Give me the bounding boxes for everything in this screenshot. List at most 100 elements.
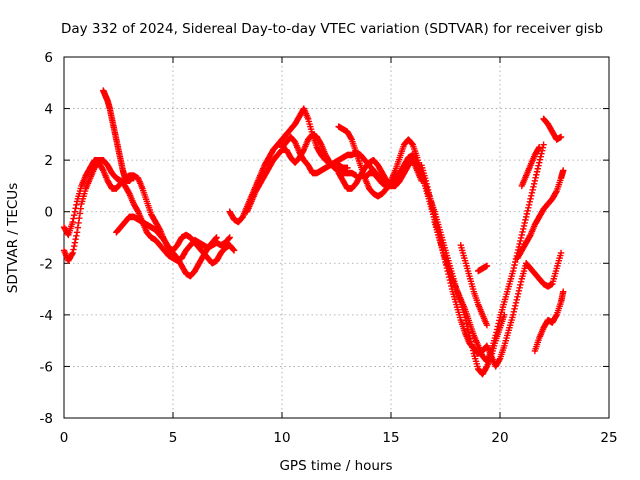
data-point-marker xyxy=(517,278,525,285)
y-axis-tick-labels: -8 -6 -4 -2 0 2 4 6 xyxy=(40,50,53,427)
data-point-marker xyxy=(535,145,542,152)
data-point-marker xyxy=(538,150,545,157)
y-tick-label: -8 xyxy=(40,411,53,427)
series-sat-r xyxy=(540,115,565,143)
data-point-marker xyxy=(72,205,79,212)
data-point-marker xyxy=(525,201,533,209)
data-point-marker xyxy=(512,302,519,310)
data-point-marker xyxy=(70,246,77,253)
data-point-marker xyxy=(540,141,547,148)
data-point-marker xyxy=(511,305,518,313)
data-point-marker xyxy=(427,198,435,206)
data-point-marker xyxy=(495,320,502,327)
data-point-marker xyxy=(515,287,523,294)
data-point-marker xyxy=(533,171,540,178)
x-tick-label: 25 xyxy=(600,430,617,446)
data-point-marker xyxy=(522,216,529,224)
series-sat-e xyxy=(226,105,351,226)
data-point-marker xyxy=(509,311,517,319)
y-tick-label: 4 xyxy=(44,102,53,118)
data-point-marker xyxy=(496,317,503,324)
data-point-marker xyxy=(537,153,544,160)
y-tick-label: 2 xyxy=(44,153,53,169)
data-point-marker xyxy=(68,251,76,258)
data-point-marker xyxy=(76,214,83,222)
data-point-marker xyxy=(530,183,537,190)
grid-lines xyxy=(64,57,609,418)
data-point-marker xyxy=(531,177,539,184)
data-point-marker xyxy=(523,210,531,218)
series-sat-p xyxy=(522,249,565,290)
y-tick-label: 0 xyxy=(44,205,53,221)
data-point-marker xyxy=(533,168,541,175)
data-point-marker xyxy=(73,229,81,236)
data-point-marker xyxy=(493,326,501,333)
data-point-marker xyxy=(514,290,522,297)
x-tick-label: 20 xyxy=(491,430,508,446)
data-point-marker xyxy=(552,312,560,320)
data-point-marker xyxy=(520,225,527,233)
data-point-marker xyxy=(534,165,541,172)
data-point-marker xyxy=(518,231,525,239)
series-sat-a xyxy=(60,159,220,280)
data-point-marker xyxy=(528,189,536,197)
data-point-marker xyxy=(427,195,434,203)
data-point-marker xyxy=(428,201,435,209)
data-point-marker xyxy=(225,235,233,242)
data-point-marker xyxy=(424,183,431,190)
data-point-marker xyxy=(516,284,523,291)
data-point-marker xyxy=(75,219,82,227)
data-point-marker xyxy=(425,189,432,197)
x-tick-label: 5 xyxy=(169,430,178,446)
data-point-marker xyxy=(483,262,491,270)
data-point-marker xyxy=(511,261,518,269)
data-point-marker xyxy=(483,321,491,329)
data-point-marker xyxy=(560,167,567,174)
data-point-marker xyxy=(517,281,524,288)
y-tick-label: 6 xyxy=(44,50,53,66)
data-point-marker xyxy=(69,218,76,226)
y-tick-label: -4 xyxy=(40,308,53,324)
data-point-marker xyxy=(426,192,433,200)
x-axis-label: GPS time / hours xyxy=(279,458,392,474)
data-point-marker xyxy=(521,219,528,227)
data-point-marker xyxy=(512,258,519,266)
x-tick-label: 0 xyxy=(60,430,69,446)
data-point-marker xyxy=(70,242,78,250)
y-tick-label: -6 xyxy=(40,359,53,375)
data-point-marker xyxy=(552,189,560,196)
data-point-marker xyxy=(430,210,438,218)
data-markers xyxy=(60,87,567,378)
data-point-marker xyxy=(557,133,565,141)
data-point-marker xyxy=(517,237,524,245)
data-point-marker xyxy=(532,174,539,181)
data-point-marker xyxy=(230,246,237,253)
data-point-marker xyxy=(527,195,534,203)
data-point-marker xyxy=(226,234,233,241)
data-point-marker xyxy=(536,156,544,163)
data-point-marker xyxy=(71,239,79,246)
axis-ticks xyxy=(63,56,610,419)
data-point-marker xyxy=(557,249,565,257)
data-point-marker xyxy=(70,215,77,222)
y-axis-label: SDTVAR / TECUs xyxy=(5,183,21,293)
data-point-marker xyxy=(517,234,525,242)
data-point-marker xyxy=(512,299,520,307)
data-point-marker xyxy=(520,222,528,230)
data-point-marker xyxy=(509,267,517,275)
data-point-marker xyxy=(76,210,84,217)
data-point-marker xyxy=(496,356,503,364)
data-point-marker xyxy=(70,211,78,219)
data-point-marker xyxy=(560,288,567,295)
data-point-marker xyxy=(528,192,535,200)
data-point-marker xyxy=(494,323,502,330)
data-point-marker xyxy=(422,177,430,184)
data-point-marker xyxy=(74,224,82,231)
series-sat-f xyxy=(243,131,360,215)
series-sat-n xyxy=(475,262,491,275)
data-point-marker xyxy=(536,159,543,166)
data-point-marker xyxy=(530,180,538,187)
x-tick-label: 10 xyxy=(273,430,290,446)
x-axis-tick-labels: 0 5 10 15 20 25 xyxy=(60,430,618,446)
